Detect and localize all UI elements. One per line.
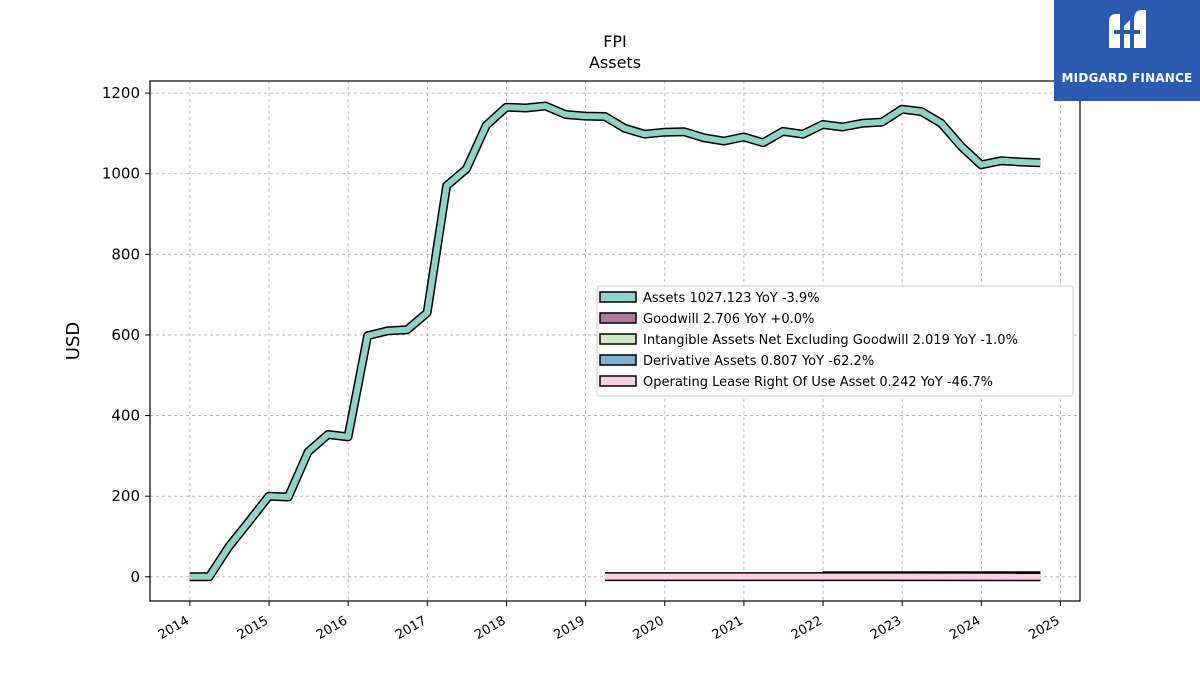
series-layer xyxy=(189,101,1041,582)
x-tick-label: 2025 xyxy=(1026,613,1062,643)
legend-label: Derivative Assets 0.807 YoY -62.2% xyxy=(643,354,874,369)
x-tick-label: 2017 xyxy=(393,613,429,643)
y-tick-label: 600 xyxy=(111,326,140,344)
x-tick-label: 2022 xyxy=(789,613,825,643)
legend-frame xyxy=(596,285,1074,397)
brand-name: MIDGARD FINANCE xyxy=(1061,71,1193,85)
x-tick-label: 2014 xyxy=(156,613,192,643)
x-tick-label: 2024 xyxy=(947,613,983,643)
y-tick-label: 0 xyxy=(130,568,140,586)
x-tick-label: 2015 xyxy=(235,613,271,643)
x-tick-label: 2021 xyxy=(710,613,746,643)
x-tick-label: 2018 xyxy=(472,613,508,643)
x-tick-label: 2023 xyxy=(868,613,904,643)
y-axis-label: USD xyxy=(63,322,84,360)
legend-swatch xyxy=(599,291,637,303)
y-tick-label: 1200 xyxy=(102,84,140,102)
legend-swatch xyxy=(599,354,637,366)
series-line-0 xyxy=(189,103,1041,580)
y-tick-label: 400 xyxy=(111,407,140,425)
x-tick-label: 2020 xyxy=(631,613,667,643)
legend-label: Operating Lease Right Of Use Asset 0.242… xyxy=(643,375,993,390)
chart-title: FPI xyxy=(603,32,627,51)
brand-logo: MIDGARD FINANCE xyxy=(1054,0,1200,101)
y-tick-label: 200 xyxy=(111,487,140,505)
y-tick-label: 1000 xyxy=(102,165,140,183)
y-tick-label: 800 xyxy=(111,245,140,263)
plot-frame xyxy=(149,80,1081,602)
chart-subtitle: Assets xyxy=(589,53,641,72)
legend-label: Goodwill 2.706 YoY +0.0% xyxy=(643,312,814,327)
legend-label: Assets 1027.123 YoY -3.9% xyxy=(643,291,820,306)
midgard-logo-mark-icon xyxy=(1109,10,1146,48)
legend-label: Intangible Assets Net Excluding Goodwill… xyxy=(643,333,1018,348)
legend-swatch xyxy=(599,333,637,345)
legend-swatch xyxy=(599,312,637,324)
legend-swatch xyxy=(599,375,637,387)
x-tick-label: 2019 xyxy=(551,613,587,643)
x-tick-label: 2016 xyxy=(314,613,350,643)
legend: Assets 1027.123 YoY -3.9% Goodwill 2.706 … xyxy=(596,285,1074,397)
